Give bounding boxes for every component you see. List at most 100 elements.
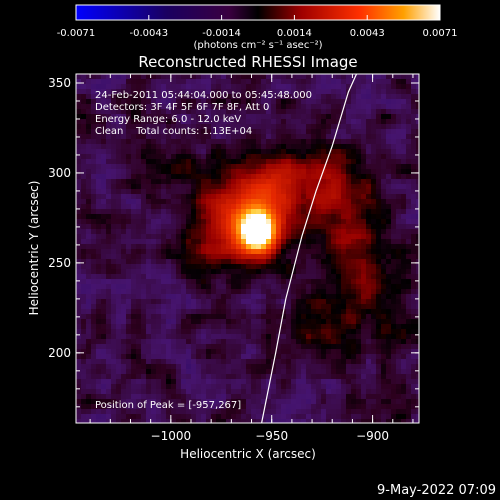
heatmap-pixel — [256, 224, 262, 230]
heatmap-pixel — [411, 374, 417, 380]
heatmap-pixel — [186, 269, 192, 275]
heatmap-pixel — [331, 294, 337, 300]
heatmap-pixel — [291, 74, 297, 80]
heatmap-pixel — [261, 314, 267, 320]
heatmap-pixel — [351, 399, 357, 405]
heatmap-pixel — [116, 94, 122, 100]
heatmap-pixel — [111, 389, 117, 395]
heatmap-pixel — [401, 379, 407, 385]
heatmap-pixel — [121, 179, 127, 185]
heatmap-pixel — [221, 104, 227, 110]
heatmap-pixel — [241, 209, 247, 215]
heatmap-pixel — [251, 339, 257, 345]
heatmap-pixel — [81, 339, 87, 345]
heatmap-pixel — [266, 404, 272, 410]
heatmap-pixel — [276, 399, 282, 405]
heatmap-pixel — [126, 199, 132, 205]
heatmap-pixel — [271, 139, 277, 145]
heatmap-pixel — [151, 219, 157, 225]
heatmap-pixel — [376, 379, 382, 385]
heatmap-pixel — [366, 174, 372, 180]
heatmap-pixel — [416, 109, 419, 115]
heatmap-pixel — [361, 94, 367, 100]
heatmap-pixel — [121, 414, 127, 420]
heatmap-pixel — [361, 109, 367, 115]
heatmap-pixel — [416, 324, 419, 330]
heatmap-pixel — [126, 349, 132, 355]
heatmap-pixel — [416, 89, 419, 95]
heatmap-pixel — [281, 339, 287, 345]
heatmap-pixel — [266, 239, 272, 245]
heatmap-pixel — [351, 159, 357, 165]
heatmap-pixel — [206, 239, 212, 245]
heatmap-pixel — [171, 329, 177, 335]
x-tick-label: −900 — [356, 429, 389, 443]
heatmap-pixel — [196, 419, 202, 423]
heatmap-pixel — [336, 119, 342, 125]
heatmap-pixel — [231, 374, 237, 380]
heatmap-pixel — [266, 269, 272, 275]
heatmap-pixel — [256, 359, 262, 365]
heatmap-pixel — [101, 189, 107, 195]
heatmap-pixel — [176, 364, 182, 370]
heatmap-pixel — [96, 199, 102, 205]
heatmap-pixel — [121, 304, 127, 310]
heatmap-pixel — [261, 309, 267, 315]
heatmap-pixel — [266, 354, 272, 360]
heatmap-pixel — [296, 184, 302, 190]
heatmap-pixel — [101, 329, 107, 335]
heatmap-pixel — [406, 244, 412, 250]
heatmap-pixel — [291, 304, 297, 310]
heatmap-pixel — [161, 139, 167, 145]
heatmap-pixel — [166, 119, 172, 125]
heatmap-pixel — [191, 299, 197, 305]
heatmap-pixel — [296, 329, 302, 335]
heatmap-pixel — [381, 374, 387, 380]
heatmap-pixel — [226, 119, 232, 125]
heatmap-pixel — [76, 294, 82, 300]
heatmap-pixel — [211, 119, 217, 125]
heatmap-pixel — [236, 379, 242, 385]
heatmap-pixel — [171, 404, 177, 410]
heatmap-pixel — [341, 224, 347, 230]
heatmap-pixel — [226, 319, 232, 325]
heatmap-pixel — [96, 334, 102, 340]
heatmap-pixel — [276, 259, 282, 265]
heatmap-pixel — [196, 169, 202, 175]
heatmap-pixel — [386, 124, 392, 130]
heatmap-pixel — [396, 344, 402, 350]
heatmap-pixel — [321, 359, 327, 365]
heatmap-pixel — [81, 294, 87, 300]
heatmap-pixel — [331, 119, 337, 125]
heatmap-pixel — [276, 299, 282, 305]
heatmap-pixel — [301, 144, 307, 150]
heatmap-pixel — [151, 174, 157, 180]
heatmap-pixel — [211, 154, 217, 160]
heatmap-pixel — [406, 279, 412, 285]
heatmap-pixel — [276, 309, 282, 315]
heatmap-pixel — [356, 284, 362, 290]
heatmap-pixel — [136, 109, 142, 115]
heatmap-pixel — [351, 74, 357, 80]
heatmap-pixel — [196, 244, 202, 250]
heatmap-pixel — [201, 114, 207, 120]
heatmap-pixel — [411, 219, 417, 225]
heatmap-pixel — [91, 349, 97, 355]
heatmap-pixel — [396, 119, 402, 125]
heatmap-pixel — [406, 379, 412, 385]
heatmap-pixel — [126, 244, 132, 250]
heatmap-pixel — [391, 354, 397, 360]
heatmap-pixel — [251, 94, 257, 100]
heatmap-pixel — [236, 409, 242, 415]
heatmap-pixel — [116, 279, 122, 285]
heatmap-pixel — [101, 174, 107, 180]
heatmap-pixel — [321, 99, 327, 105]
heatmap-pixel — [126, 319, 132, 325]
heatmap-pixel — [376, 74, 382, 80]
heatmap-pixel — [271, 379, 277, 385]
heatmap-pixel — [416, 344, 419, 350]
heatmap-pixel — [276, 414, 282, 420]
heatmap-pixel — [366, 354, 372, 360]
heatmap-pixel — [91, 339, 97, 345]
heatmap-pixel — [161, 104, 167, 110]
